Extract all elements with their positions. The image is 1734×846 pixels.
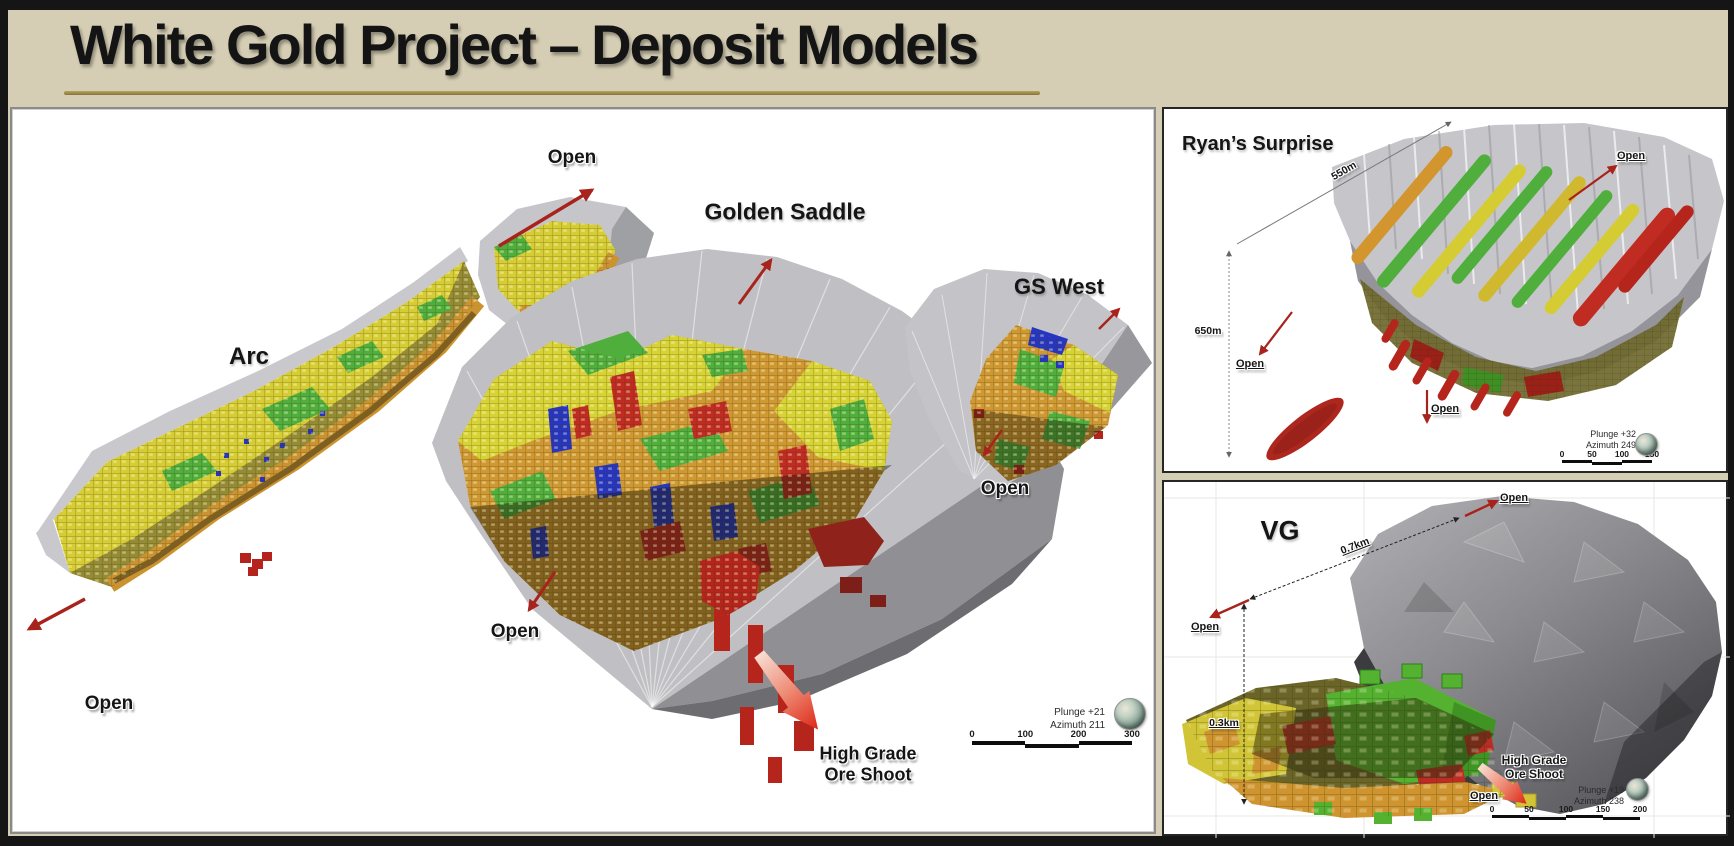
vg-open-left: Open	[1190, 621, 1220, 633]
vg-open-bottom: Open	[1469, 790, 1499, 802]
page-title: White Gold Project – Deposit Models	[70, 13, 979, 76]
plunge-value: Plunge +19	[1578, 785, 1624, 795]
vg-height-dimension: 0.3km	[1209, 717, 1239, 729]
scale-tick: 0	[969, 729, 975, 740]
vg-high-grade-label: High Grade Ore Shoot	[1501, 753, 1567, 782]
high-grade-ore-shoot-label: High Grade Ore Shoot	[819, 743, 916, 784]
scale-tick: 100	[1614, 449, 1630, 459]
vg-model-art	[1164, 482, 1730, 838]
panel-main-deposits: Arc Golden Saddle GS West Open Open Open…	[10, 107, 1156, 834]
scale-tick: 200	[1070, 729, 1087, 740]
scale-tick: 100	[1558, 804, 1574, 814]
ryans-surprise-model-art	[1226, 121, 1724, 461]
ryans-red-blob	[1266, 397, 1344, 461]
main-scale-bar: 0 100 200 300	[969, 729, 1140, 750]
plunge-value: Plunge +21	[1054, 707, 1105, 718]
ryans-mineralized-rods	[1351, 146, 1694, 327]
title-bar: White Gold Project – Deposit Models	[8, 10, 1728, 107]
scale-tick: 50	[1524, 804, 1534, 814]
gs-west-label: GS West	[1013, 274, 1105, 299]
ryans-open-arrows	[1258, 164, 1618, 424]
gs-west-deposit-model	[905, 269, 1152, 489]
vg-open-top: Open	[1499, 492, 1529, 504]
ryans-open-left: Open	[1235, 358, 1265, 370]
panel-vg: VG 0.7km 0.3km Open Open Open High Grade…	[1162, 480, 1730, 838]
globe-icon	[1114, 698, 1146, 730]
scale-tick: 100	[1017, 729, 1034, 740]
title-underline	[64, 91, 1040, 95]
azimuth-value: Azimuth 238	[1573, 796, 1624, 807]
vg-view-orientation: Plunge +19 Azimuth 238	[1536, 785, 1624, 808]
slide: White Gold Project – Deposit Models	[8, 10, 1730, 838]
panel-ryans-surprise: Ryan’s Surprise 550m 650m Open Open Open…	[1162, 107, 1728, 473]
vg-block-model	[1182, 663, 1537, 824]
high-grade-line2: Ore Shoot	[1504, 767, 1563, 781]
vg-high-grade-arrow	[1477, 762, 1527, 804]
golden-saddle-label: Golden Saddle	[704, 198, 866, 225]
scale-tick: 300	[1124, 729, 1140, 740]
globe-icon	[1626, 778, 1649, 801]
open-label-top: Open	[547, 147, 597, 168]
open-label-gs-west: Open	[980, 478, 1030, 499]
globe-icon	[1635, 433, 1658, 456]
main-view-orientation: Plunge +21 Azimuth 211	[1005, 707, 1105, 732]
arc-label: Arc	[228, 343, 270, 370]
ryans-surprise-title: Ryan’s Surprise	[1182, 133, 1334, 155]
main-deposit-models-art	[26, 188, 1152, 783]
ryans-view-orientation: Plunge +32 Azimuth 249	[1554, 429, 1636, 452]
high-grade-line1: High Grade	[1501, 753, 1567, 768]
golden-saddle-deposit-model	[432, 249, 1064, 783]
ryans-open-down: Open	[1430, 403, 1460, 415]
high-grade-line1: High Grade	[819, 743, 917, 764]
plunge-value: Plunge +32	[1590, 429, 1636, 439]
scale-tick: 50	[1587, 449, 1597, 459]
open-direction-arrows	[26, 188, 1121, 631]
arc-deposit-model	[36, 247, 485, 592]
scale-tick: 0	[1489, 804, 1495, 814]
ryans-dimension-lines	[1226, 121, 1452, 458]
ryans-height-dimension: 650m	[1194, 325, 1222, 337]
vg-open-arrows	[1209, 499, 1499, 619]
azimuth-value: Azimuth 249	[1585, 440, 1636, 451]
ryans-lower-mass	[1360, 279, 1684, 417]
scale-tick: 0	[1559, 449, 1565, 459]
open-label-left: Open	[84, 693, 134, 714]
scale-tick: 200	[1632, 804, 1648, 814]
azimuth-value: Azimuth 211	[1050, 719, 1105, 731]
vg-scale-bar: 0 50 100 150 200	[1489, 804, 1647, 822]
vg-title: VG	[1260, 515, 1300, 546]
high-grade-line2: Ore Shoot	[824, 764, 912, 784]
open-label-center: Open	[490, 621, 540, 642]
scale-tick: 150	[1595, 804, 1611, 814]
vg-dimension-lines	[1241, 517, 1460, 805]
high-grade-ore-shoot-arrow	[754, 650, 819, 730]
ryans-open-top: Open	[1616, 150, 1646, 162]
